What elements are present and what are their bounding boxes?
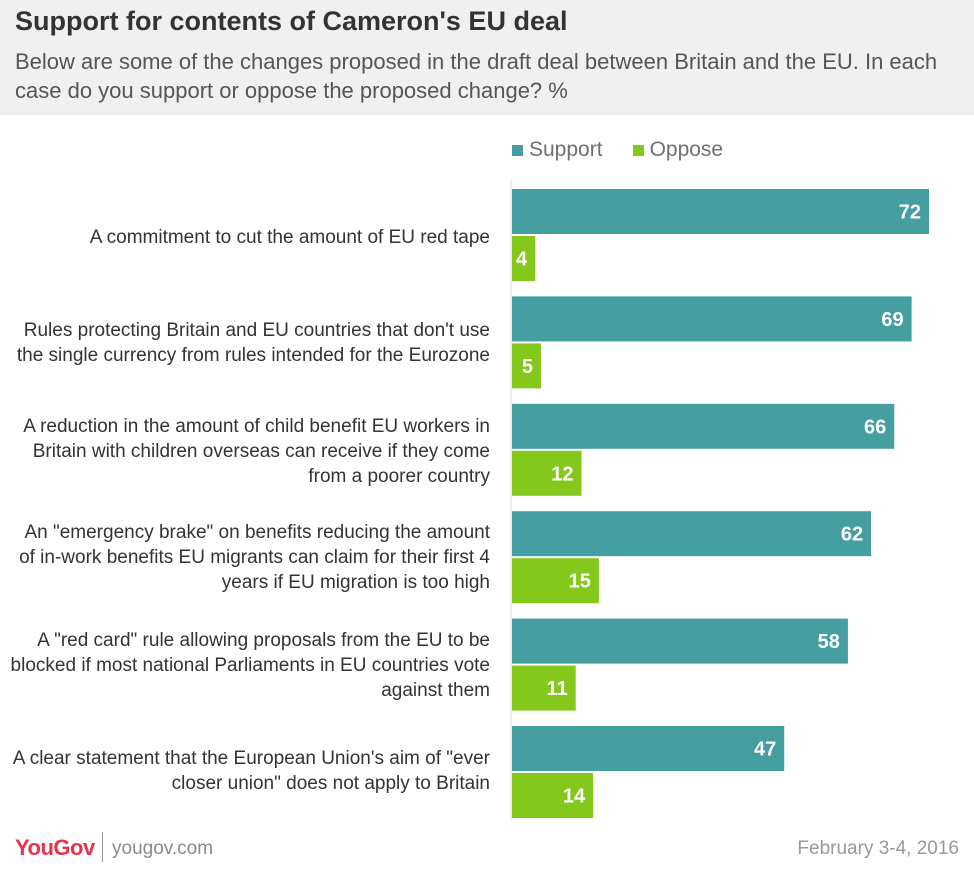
legend-item-support: Support	[512, 138, 603, 162]
data-label-support-1: 72	[899, 202, 921, 224]
category-label-3: A reduction in the amount of child benef…	[23, 415, 490, 487]
category-label-4: An "emergency brake" on benefits reducin…	[19, 521, 490, 593]
bar-oppose-5	[512, 665, 576, 711]
footer-site-link[interactable]: yougov.com	[112, 838, 214, 859]
data-label-support-2: 69	[881, 309, 903, 331]
bar-support-6	[512, 726, 785, 771]
bar-support-2	[512, 296, 912, 342]
bar-oppose-6	[512, 773, 594, 818]
legend-swatch-support	[512, 144, 523, 156]
chart-subtitle: Below are some of the changes proposed i…	[15, 49, 938, 103]
bar-support-4	[512, 511, 872, 557]
yougov-logo: YouGov	[15, 835, 95, 860]
category-label-5: A "red card" rule allowing proposals fro…	[10, 629, 490, 701]
data-label-support-4: 62	[841, 524, 863, 546]
bar-support-5	[512, 618, 848, 664]
category-label-2: Rules protecting Britain and EU countrie…	[16, 320, 490, 366]
bar-oppose-2	[512, 343, 541, 389]
footer-divider	[102, 832, 103, 862]
data-label-oppose-6: 14	[563, 786, 586, 808]
data-label-oppose-3: 12	[551, 463, 573, 485]
bar-support-3	[512, 403, 895, 449]
data-label-oppose-4: 15	[569, 571, 591, 593]
chart-legend: Support Oppose	[512, 137, 753, 163]
legend-label-oppose: Oppose	[649, 138, 724, 161]
chart-title: Support for contents of Cameron's EU dea…	[15, 6, 568, 36]
legend-swatch-oppose	[632, 144, 644, 156]
data-label-oppose-1: 4	[516, 249, 528, 271]
bar-oppose-1	[512, 236, 536, 281]
data-label-support-5: 58	[818, 631, 840, 653]
bar-oppose-3	[512, 450, 582, 496]
chart-header: Support for contents of Cameron's EU dea…	[0, 0, 974, 115]
category-label-1: A commitment to cut the amount of EU red…	[89, 226, 490, 248]
data-label-oppose-2: 5	[522, 356, 533, 378]
data-label-support-6: 47	[754, 739, 776, 761]
bar-oppose-4	[512, 558, 599, 604]
category-label-6: A clear statement that the European Unio…	[12, 748, 490, 794]
legend-label-support: Support	[529, 138, 603, 161]
data-label-support-3: 66	[864, 416, 886, 438]
footer-date: February 3-4, 2016	[797, 838, 959, 859]
bar-support-1	[512, 189, 929, 234]
data-label-oppose-5: 11	[547, 678, 568, 700]
legend-item-oppose: Oppose	[632, 138, 724, 162]
